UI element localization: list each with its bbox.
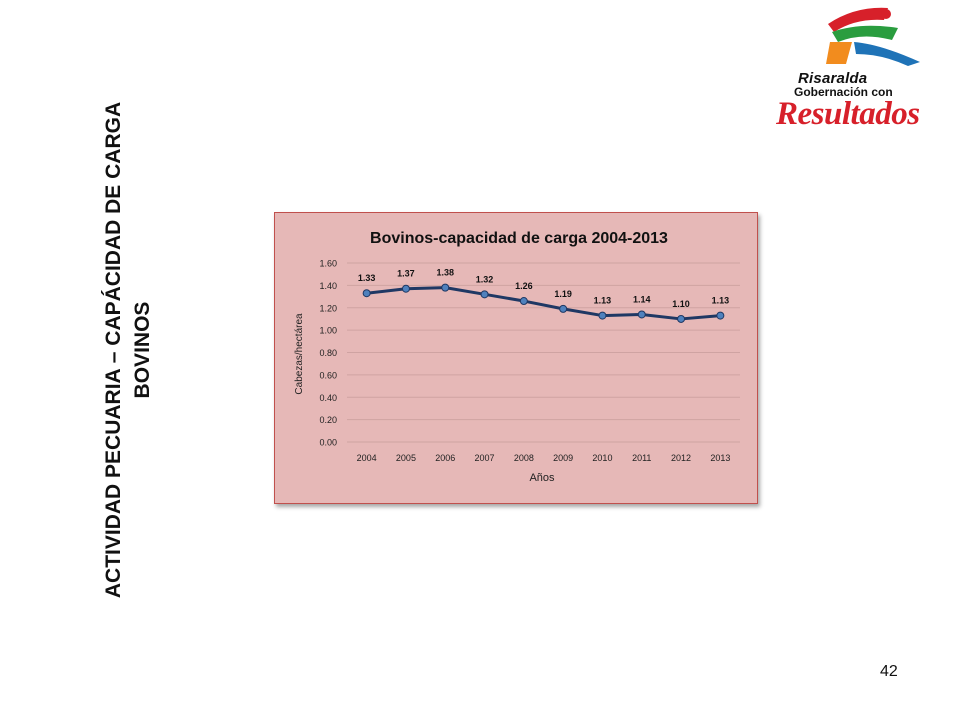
x-tick-label: 2009 [553, 453, 573, 463]
x-tick-label: 2006 [435, 453, 455, 463]
data-point [716, 311, 725, 320]
page-number: 42 [880, 663, 898, 680]
y-tick-label: 0.40 [319, 393, 337, 403]
x-axis-label: Años [529, 472, 555, 484]
data-point [362, 289, 371, 298]
x-tick-label: 2011 [632, 453, 651, 463]
data-label: 1.14 [633, 294, 651, 304]
chart-area: 0.00 0.20 0.40 0.60 0.80 1.00 1.20 1.40 1.60 200… [274, 212, 758, 504]
runner-emblem-icon [826, 7, 920, 66]
series-line [366, 286, 721, 321]
data-label: 1.32 [476, 274, 494, 284]
y-axis-label: Cabezas/hectárea [294, 313, 305, 395]
series [362, 283, 725, 323]
data-label: 1.38 [436, 268, 454, 278]
x-tick-label: 2004 [357, 453, 377, 463]
data-point [598, 311, 607, 320]
slide-title: ACTIVIDAD PECUARIA – CAPÁCIDAD DE CARGA … [102, 101, 154, 599]
x-tick-label: 2012 [671, 453, 691, 463]
y-tick-label: 0.60 [319, 370, 337, 380]
x-tick-label: 2013 [710, 453, 730, 463]
data-label: 1.13 [712, 296, 730, 306]
data-labels: 1.33 1.37 1.38 1.32 1.26 1.19 1.13 1.14 1.10 1.13 [358, 268, 729, 309]
y-axis-ticks: 0.00 0.20 0.40 0.60 0.80 1.00 1.20 1.40 1.60 [319, 259, 337, 448]
chart-title: Bovinos-capacidad de carga 2004-2013 [370, 230, 668, 247]
y-tick-label: 0.20 [319, 415, 337, 425]
y-tick-label: 1.40 [319, 281, 337, 291]
x-axis-ticks: 2004 2005 2006 2007 2008 2009 2010 2011 2012 2013 [357, 453, 731, 463]
data-label: 1.26 [515, 281, 533, 291]
data-label: 1.13 [594, 296, 612, 306]
data-label: 1.37 [397, 269, 415, 279]
gridlines [347, 262, 740, 443]
data-point [519, 297, 528, 306]
logo-text-gobernacion: Gobernación con [794, 85, 893, 99]
y-tick-label: 0.80 [319, 348, 337, 358]
y-tick-label: 1.20 [319, 303, 337, 313]
data-point [480, 290, 489, 299]
y-tick-label: 1.00 [319, 326, 337, 336]
y-tick-label: 1.60 [319, 259, 337, 269]
x-tick-label: 2005 [396, 453, 416, 463]
x-tick-label: 2007 [475, 453, 495, 463]
data-point [677, 314, 686, 323]
data-label: 1.33 [358, 273, 376, 283]
x-tick-label: 2008 [514, 453, 534, 463]
line-chart: 0.00 0.20 0.40 0.60 0.80 1.00 1.20 1.40 1.60 200… [294, 230, 740, 484]
data-label: 1.10 [672, 299, 690, 309]
risaralda-logo: Risaralda Gobernación con Resultados [770, 2, 940, 138]
data-label: 1.19 [554, 289, 572, 299]
data-point [637, 310, 646, 319]
data-point [441, 283, 450, 292]
data-point [401, 284, 410, 293]
x-tick-label: 2010 [592, 453, 612, 463]
logo-text-risaralda: Risaralda [798, 70, 868, 87]
data-point [559, 304, 568, 313]
logo-text-resultados: Resultados [776, 96, 920, 132]
y-tick-label: 0.00 [319, 438, 337, 448]
